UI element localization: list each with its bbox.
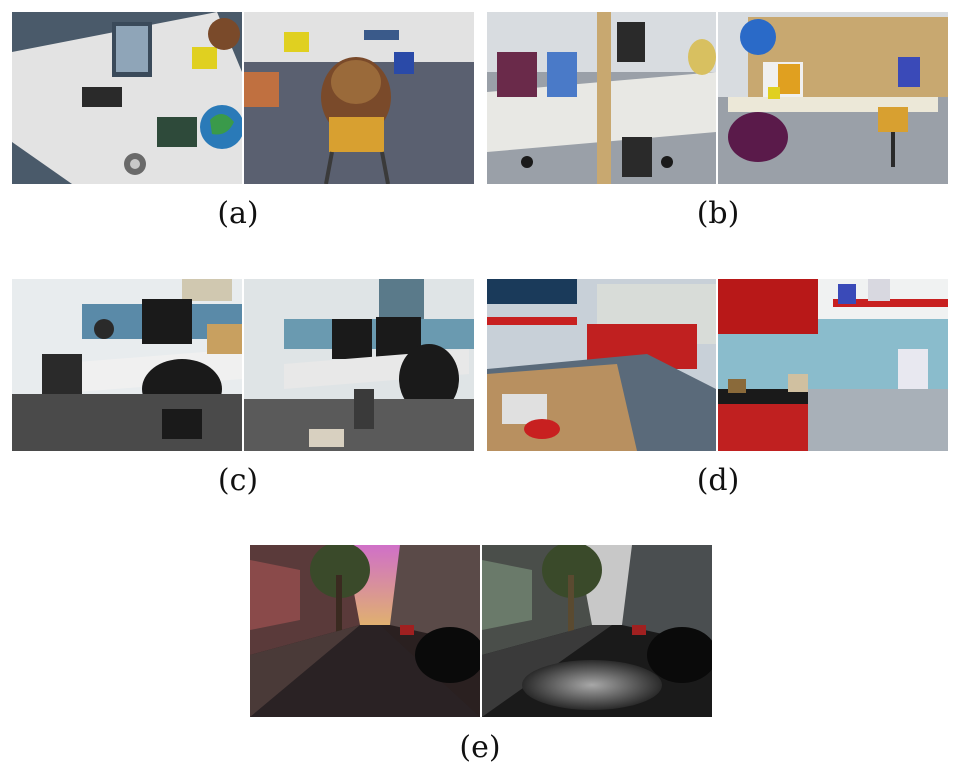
panel-a-left-image [12, 12, 242, 184]
panel-b-left-image [487, 12, 716, 184]
panel-e-left-image [250, 545, 480, 717]
panel-a-caption: (a) [217, 196, 259, 231]
panel-c-right-image [244, 279, 474, 451]
panel-e-caption: (e) [459, 730, 501, 765]
panel-a-right-image [244, 12, 474, 184]
panel-b-caption: (b) [696, 196, 740, 231]
panel-e-right-image [482, 545, 712, 717]
panel-d-left-image [487, 279, 716, 451]
panel-c-left-image [12, 279, 242, 451]
panel-d-caption: (d) [696, 463, 740, 498]
panel-c-caption: (c) [217, 463, 259, 498]
panel-b-right-image [718, 12, 948, 184]
panel-d-right-image [718, 279, 948, 451]
